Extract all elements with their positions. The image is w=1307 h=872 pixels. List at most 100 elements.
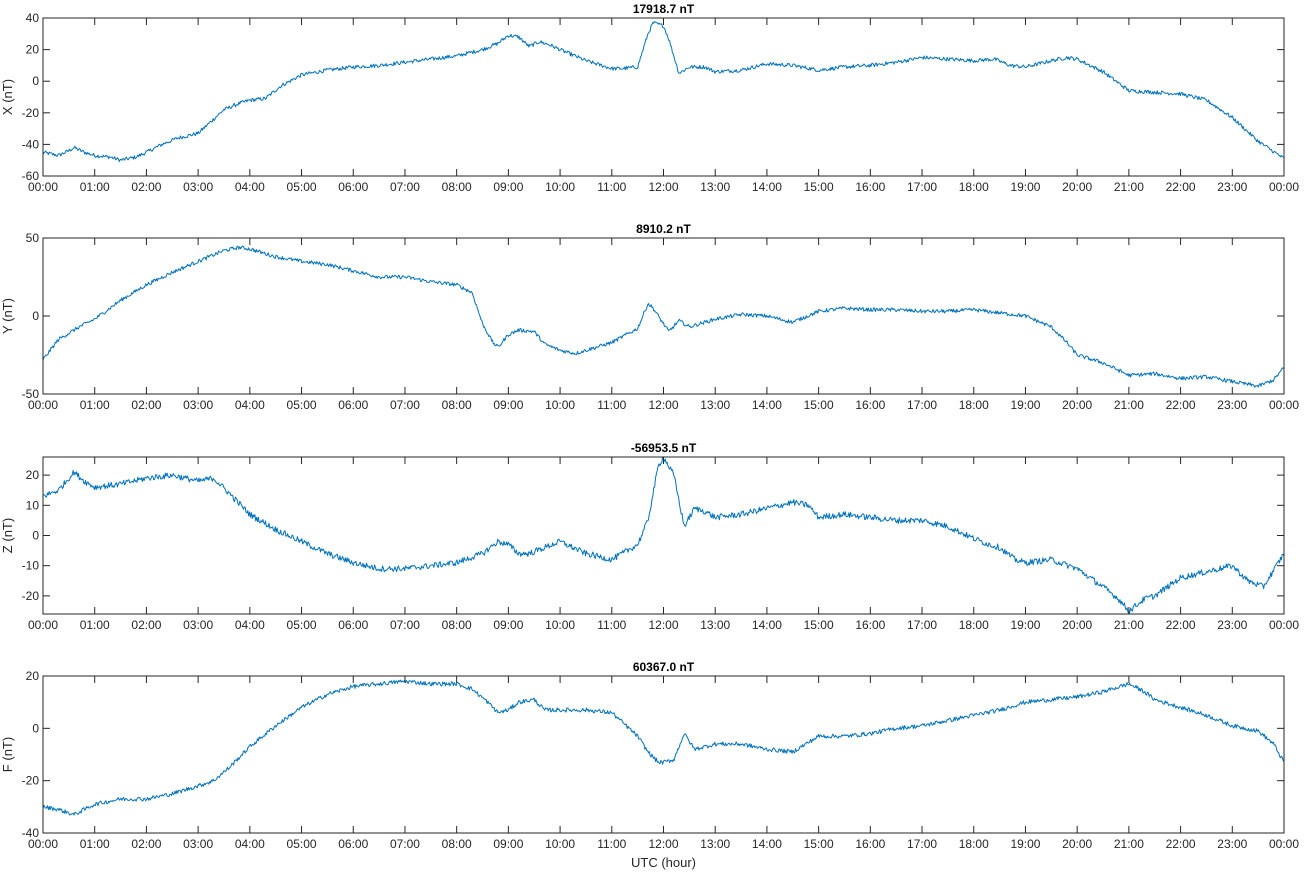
x-tick-label: 08:00 [442,398,472,412]
x-tick-label: 00:00 [28,180,58,194]
y-tick-label: -20 [22,106,40,120]
axes-box [42,17,1285,177]
x-tick-label: 22:00 [1166,398,1196,412]
x-tick-label: 08:00 [442,837,472,851]
x-tick-label: 00:00 [1269,837,1299,851]
y-tick-label: -20 [22,589,40,603]
x-tick-label: 16:00 [855,180,885,194]
x-tick-label: 03:00 [183,398,213,412]
y-tick-label: 20 [26,669,40,683]
x-tick-label: 00:00 [28,618,58,632]
x-tick-label: 09:00 [493,398,523,412]
x-tick-label: 15:00 [804,837,834,851]
x-tick-label: 13:00 [700,618,730,632]
panel-title: 17918.7 nT [633,2,695,16]
y-axis-label: Z (nT) [0,518,15,553]
x-tick-label: 08:00 [442,618,472,632]
x-tick-label: 03:00 [183,837,213,851]
y-tick-label: 10 [26,498,40,512]
x-tick-label: 15:00 [804,618,834,632]
x-tick-label: 07:00 [390,398,420,412]
x-tick-label: 23:00 [1217,180,1247,194]
x-tick-label: 01:00 [80,837,110,851]
x-tick-label: 10:00 [545,398,575,412]
x-tick-label: 06:00 [338,837,368,851]
series-line-2 [42,456,1285,615]
series-line-0 [42,21,1285,163]
y-tick-label: -20 [22,774,40,788]
panel-title: 8910.2 nT [636,222,691,236]
axes-box [42,456,1285,615]
x-tick-label: 04:00 [235,618,265,632]
y-tick-label: 0 [32,721,39,735]
x-tick-label: 07:00 [390,618,420,632]
axes-box [42,237,1285,395]
x-tick-label: 03:00 [183,180,213,194]
x-tick-label: 19:00 [1010,618,1040,632]
x-tick-label: 23:00 [1217,398,1247,412]
x-tick-label: 17:00 [907,398,937,412]
x-tick-label: 21:00 [1114,837,1144,851]
x-tick-label: 07:00 [390,180,420,194]
y-tick-label: -50 [22,387,40,401]
y-tick-label: 20 [26,468,40,482]
x-tick-label: 19:00 [1010,837,1040,851]
x-tick-label: 17:00 [907,618,937,632]
x-tick-label: 15:00 [804,180,834,194]
x-tick-label: 16:00 [855,398,885,412]
x-tick-label: 21:00 [1114,180,1144,194]
x-tick-label: 02:00 [131,618,161,632]
x-tick-label: 20:00 [1062,180,1092,194]
x-tick-label: 00:00 [1269,398,1299,412]
x-tick-label: 06:00 [338,180,368,194]
y-axis-label: X (nT) [0,79,15,115]
y-tick-label: -10 [22,559,40,573]
x-tick-label: 17:00 [907,180,937,194]
x-tick-label: 00:00 [28,398,58,412]
x-tick-label: 05:00 [287,398,317,412]
x-tick-label: 12:00 [648,618,678,632]
x-tick-label: 04:00 [235,837,265,851]
x-tick-label: 05:00 [287,618,317,632]
x-tick-label: 06:00 [338,398,368,412]
y-tick-label: -40 [22,137,40,151]
x-tick-label: 18:00 [959,398,989,412]
series-line-3 [42,679,1285,816]
x-tick-label: 14:00 [752,180,782,194]
y-axis-label: Y (nT) [0,298,15,334]
x-tick-label: 10:00 [545,180,575,194]
x-tick-label: 11:00 [597,180,626,194]
x-tick-label: 00:00 [1269,180,1299,194]
y-tick-label: -40 [22,826,40,840]
y-tick-label: 20 [26,43,40,57]
y-axis-label: F (nT) [0,737,15,772]
x-tick-label: 06:00 [338,618,368,632]
x-tick-label: 21:00 [1114,398,1144,412]
x-tick-label: 12:00 [648,837,678,851]
x-tick-label: 18:00 [959,618,989,632]
x-tick-label: 09:00 [493,837,523,851]
y-tick-label: 50 [26,231,40,245]
x-tick-label: 03:00 [183,618,213,632]
x-tick-label: 14:00 [752,837,782,851]
x-tick-label: 16:00 [855,618,885,632]
x-tick-label: 22:00 [1166,618,1196,632]
x-tick-label: 18:00 [959,837,989,851]
y-tick-label: 0 [32,74,39,88]
x-tick-label: 23:00 [1217,837,1247,851]
x-tick-label: 10:00 [545,837,575,851]
x-tick-label: 19:00 [1010,180,1040,194]
x-tick-label: 04:00 [235,180,265,194]
y-tick-label: 0 [32,309,39,323]
x-tick-label: 00:00 [28,837,58,851]
x-tick-label: 08:00 [442,180,472,194]
x-tick-label: 00:00 [1269,618,1299,632]
x-tick-label: 22:00 [1166,180,1196,194]
x-tick-label: 14:00 [752,398,782,412]
y-tick-label: 40 [26,11,40,25]
x-tick-label: 17:00 [907,837,937,851]
panel-0: 00:00 01:00 02:00 03:00 04:00 05:00 06:00 07:00… [0,2,1299,194]
x-tick-label: 20:00 [1062,618,1092,632]
axes-box [42,675,1285,834]
x-tick-label: 09:00 [493,618,523,632]
